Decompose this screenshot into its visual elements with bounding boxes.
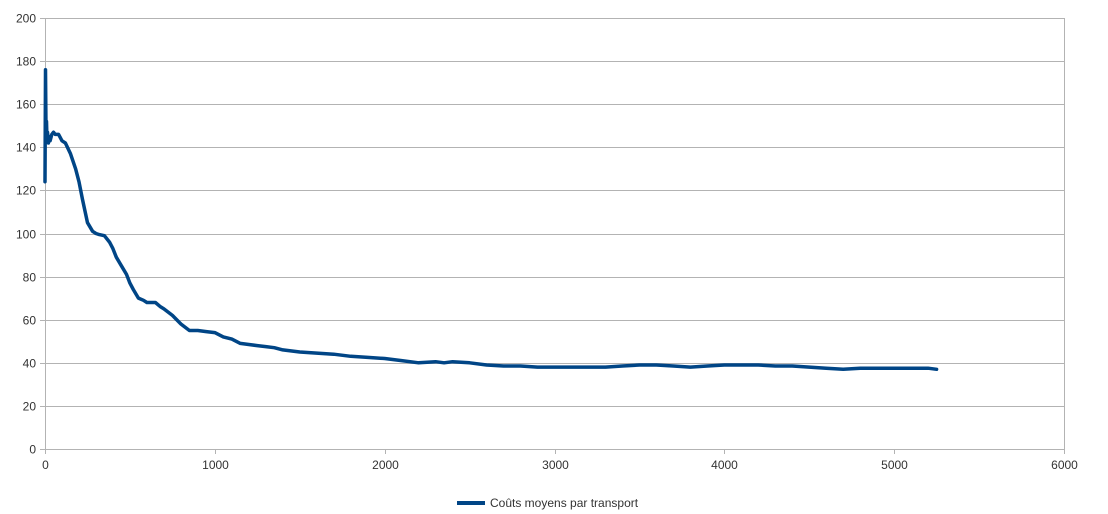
y-tick-label: 140 bbox=[16, 141, 36, 155]
y-tick-label: 60 bbox=[23, 314, 37, 328]
y-tick-label: 180 bbox=[16, 55, 36, 69]
y-tick-label: 80 bbox=[23, 271, 37, 285]
y-axis-tick-labels: 0 20 40 60 80 100 120 140 160 180 200 bbox=[16, 12, 36, 457]
series-group bbox=[43, 67, 939, 372]
series-line-0 bbox=[43, 67, 939, 372]
x-tick-label: 0 bbox=[42, 458, 49, 472]
grid-lines bbox=[45, 18, 1065, 450]
x-axis-tick-labels: 0 1000 2000 3000 4000 5000 6000 bbox=[42, 458, 1078, 472]
y-tick-label: 0 bbox=[29, 443, 36, 457]
x-tick-label: 1000 bbox=[202, 458, 229, 472]
x-tick-label: 5000 bbox=[881, 458, 908, 472]
legend: Coûts moyens par transport bbox=[457, 496, 639, 510]
y-tick-label: 20 bbox=[23, 400, 37, 414]
x-tick-label: 2000 bbox=[372, 458, 399, 472]
axes bbox=[40, 18, 1065, 454]
x-tick-label: 3000 bbox=[542, 458, 569, 472]
y-tick-label: 120 bbox=[16, 184, 36, 198]
y-tick-label: 40 bbox=[23, 357, 37, 371]
legend-label: Coûts moyens par transport bbox=[490, 496, 639, 510]
y-tick-label: 100 bbox=[16, 228, 36, 242]
y-tick-label: 200 bbox=[16, 12, 36, 26]
x-tick-label: 4000 bbox=[711, 458, 738, 472]
y-tick-label: 160 bbox=[16, 98, 36, 112]
x-tick-label: 6000 bbox=[1051, 458, 1078, 472]
